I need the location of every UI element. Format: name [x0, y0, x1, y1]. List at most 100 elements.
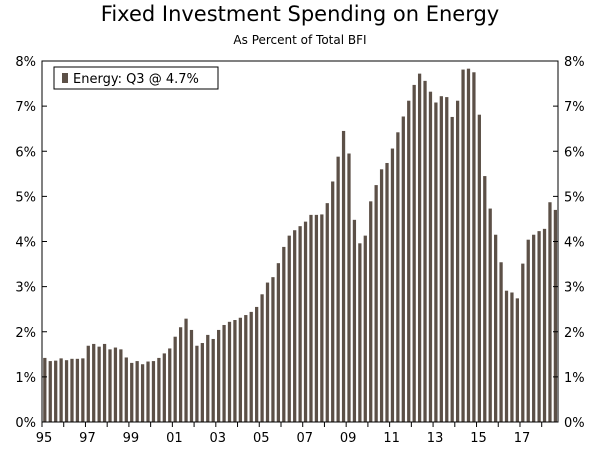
bar	[130, 362, 134, 422]
bar	[499, 262, 503, 422]
bar	[260, 294, 264, 422]
y-tick-label-left: 1%	[15, 371, 36, 386]
bar	[151, 361, 156, 422]
bar	[282, 246, 286, 422]
y-tick-label-right: 7%	[564, 100, 585, 115]
bar	[178, 327, 183, 422]
bar	[211, 338, 215, 422]
y-tick-label-left: 3%	[15, 281, 36, 296]
bar	[510, 292, 514, 422]
bar	[417, 73, 422, 422]
legend: Energy: Q3 @ 4.7%	[53, 66, 219, 90]
bar	[450, 116, 454, 422]
x-tick-label: 07	[296, 431, 313, 446]
bar	[135, 361, 139, 422]
x-tick-label: 01	[166, 431, 183, 446]
x-tick-label: 03	[210, 431, 227, 446]
y-tick-label-right: 4%	[564, 236, 585, 251]
y-tick-label-right: 6%	[564, 145, 585, 160]
y-tick-label-right: 3%	[564, 281, 585, 296]
bar	[146, 361, 150, 422]
bar	[314, 214, 319, 422]
bar	[276, 263, 281, 422]
bar	[347, 153, 351, 422]
bar	[189, 329, 194, 422]
bar	[70, 358, 74, 422]
x-tick-label: 11	[383, 431, 400, 446]
bar	[293, 230, 297, 422]
bar	[238, 317, 242, 422]
bar	[303, 221, 308, 422]
bar	[483, 176, 487, 422]
bar	[168, 348, 172, 422]
legend-label: Energy: Q3 @ 4.7%	[73, 72, 199, 87]
bar	[445, 97, 449, 422]
bar	[548, 202, 552, 422]
bar	[227, 321, 232, 422]
bar	[255, 306, 259, 422]
bar	[54, 360, 58, 422]
bar	[461, 69, 465, 422]
bar	[244, 315, 248, 422]
bar	[521, 263, 525, 422]
bar	[472, 72, 476, 422]
bar	[379, 169, 384, 422]
bar	[374, 185, 378, 422]
bar	[537, 231, 541, 422]
bar	[352, 219, 357, 422]
bar	[43, 357, 47, 422]
bar	[298, 226, 302, 422]
bar	[526, 239, 530, 422]
y-tick-label-left: 2%	[15, 326, 36, 341]
y-tick-label-right: 5%	[564, 190, 585, 205]
bar	[336, 156, 340, 423]
bar	[113, 347, 118, 422]
bar	[184, 318, 188, 422]
y-tick-label-left: 8%	[15, 55, 36, 70]
bar	[494, 234, 498, 422]
bar	[162, 353, 166, 422]
bar	[396, 132, 400, 423]
bar	[271, 277, 275, 422]
bar	[265, 282, 270, 422]
bar	[233, 320, 237, 422]
y-tick-label-right: 1%	[564, 371, 585, 386]
bar	[542, 228, 547, 422]
bar	[401, 116, 405, 422]
bar	[331, 181, 335, 422]
chart-subtitle: As Percent of Total BFI	[233, 33, 367, 47]
bar	[423, 80, 427, 423]
bar	[119, 349, 123, 422]
axis-ticks: 0% 0% 1% 1% 2% 2% 3% 3% 4% 4% 5% 5% 6% 6% 7% 7% 8% 8% 95 97…	[15, 55, 584, 446]
bar	[287, 235, 291, 422]
bar	[108, 349, 112, 422]
y-tick-label-right: 2%	[564, 326, 585, 341]
bar	[488, 208, 492, 422]
bar	[222, 324, 226, 422]
chart-title: Fixed Investment Spending on Energy	[100, 2, 500, 26]
bar	[200, 343, 204, 422]
bar	[553, 209, 558, 422]
bar	[428, 91, 433, 422]
x-tick-label: 97	[79, 431, 96, 446]
legend-box	[53, 66, 219, 90]
x-tick-label: 17	[514, 431, 531, 446]
bar	[206, 334, 210, 422]
bar-group	[43, 68, 558, 423]
bar	[439, 96, 443, 422]
x-tick-label: 99	[123, 431, 140, 446]
bar	[320, 214, 324, 422]
bar	[390, 148, 395, 423]
bar	[309, 214, 313, 422]
bar	[140, 364, 145, 422]
y-tick-label-left: 7%	[15, 100, 36, 115]
bar	[325, 203, 329, 422]
bar	[75, 358, 80, 422]
bar	[157, 357, 161, 422]
bar	[412, 84, 416, 423]
bar	[195, 345, 199, 422]
bar	[532, 234, 536, 422]
bar	[92, 343, 96, 422]
bar	[455, 100, 460, 423]
